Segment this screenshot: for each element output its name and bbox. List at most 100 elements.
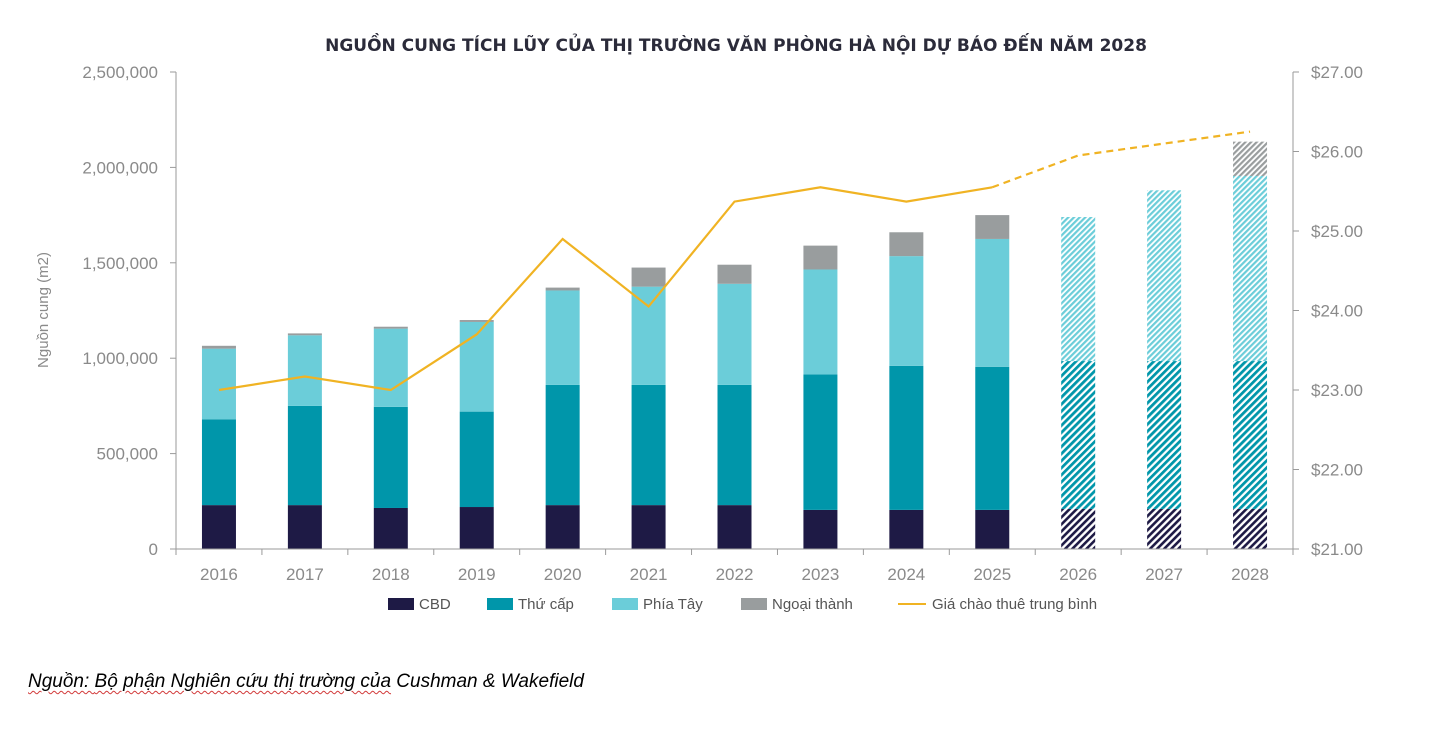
bar-phía-tây-2019 [459, 321, 494, 412]
x-tick-label: 2026 [1059, 565, 1097, 584]
bar-thứ-cấp-2023 [803, 374, 838, 510]
price-line-actual [218, 186, 993, 392]
y2-tick-label: $22.00 [1311, 461, 1363, 480]
legend-label: Ngoại thành [772, 596, 853, 613]
y-tick-label: 500,000 [97, 445, 158, 464]
legend-label: Giá chào thuê trung bình [932, 596, 1097, 613]
y2-tick-label: $26.00 [1311, 143, 1363, 162]
legend-swatch [487, 598, 513, 610]
x-tick-label: 2019 [458, 565, 496, 584]
bar-thứ-cấp-2024 [889, 365, 924, 510]
x-tick-label: 2020 [544, 565, 582, 584]
bar-thứ-cấp-2026 [1061, 361, 1096, 509]
source-prefix: Nguồn: [28, 671, 95, 692]
bar-thứ-cấp-2019 [459, 411, 494, 508]
bar-thứ-cấp-2018 [373, 406, 408, 508]
chart-title: NGUỒN CUNG TÍCH LŨY CỦA THỊ TRƯỜNG VĂN P… [325, 32, 1147, 56]
bar-ngoại-thành-2025 [975, 215, 1010, 239]
legend-label: Phía Tây [643, 596, 703, 613]
bar-cbd-2024 [889, 509, 924, 549]
y-tick-label: 0 [149, 540, 158, 559]
bar-ngoại-thành-2023 [803, 245, 838, 270]
bar-phía-tây-2028 [1233, 175, 1268, 362]
bar-phía-tây-2026 [1061, 217, 1096, 362]
bar-thứ-cấp-2016 [201, 419, 236, 506]
price-line [218, 130, 1251, 392]
bar-phía-tây-2024 [889, 256, 924, 366]
bar-cbd-2022 [717, 505, 752, 549]
bar-thứ-cấp-2022 [717, 384, 752, 506]
legend: CBD Thứ cấp Phía Tây Ngoại thành Giá chào th… [388, 596, 1097, 613]
bar-thứ-cấp-2021 [631, 384, 666, 506]
y-axis-label: Nguồn cung (m2) [35, 252, 52, 368]
x-tick-label: 2025 [973, 565, 1011, 584]
bar-phía-tây-2020 [545, 290, 580, 385]
y-axis-right: $21.00 $22.00 $23.00 $24.00 $25.00 $26.00 $27.… [1293, 63, 1363, 559]
source-note: Nguồn: Bộ phận Nghiên cứu thị trường của… [28, 671, 584, 693]
bar-cbd-2021 [631, 505, 666, 549]
bar-cbd-2027 [1147, 508, 1182, 549]
bar-thứ-cấp-2025 [975, 366, 1010, 510]
bar-cbd-2025 [975, 509, 1010, 549]
source-suffix: Cushman & Wakefield [391, 671, 584, 692]
x-tick-label: 2022 [716, 565, 754, 584]
bar-ngoại-thành-2017 [287, 333, 322, 336]
y-axis-left: 0 500,000 1,000,000 1,500,000 2,000,000 2,500… [82, 63, 176, 559]
bar-ngoại-thành-2019 [459, 320, 494, 322]
bar-phía-tây-2022 [717, 283, 752, 385]
bar-cbd-2026 [1061, 508, 1096, 549]
legend-swatch [741, 598, 767, 610]
legend-label: Thứ cấp [518, 596, 574, 613]
bar-ngoại-thành-2028 [1233, 141, 1268, 176]
bar-thứ-cấp-2028 [1233, 361, 1268, 509]
bar-cbd-2018 [373, 507, 408, 549]
x-tick-label: 2016 [200, 565, 238, 584]
bar-ngoại-thành-2021 [631, 267, 666, 287]
x-tick-label: 2018 [372, 565, 410, 584]
x-axis: 2016 2017 2018 2019 2020 2021 2022 2023 2024 2025… [175, 549, 1294, 584]
y-tick-label: 1,000,000 [82, 349, 158, 368]
x-tick-label: 2017 [286, 565, 324, 584]
y2-tick-label: $27.00 [1311, 63, 1363, 82]
y2-tick-label: $23.00 [1311, 381, 1363, 400]
x-tick-label: 2021 [630, 565, 668, 584]
bar-phía-tây-2021 [631, 286, 666, 385]
legend-swatch [612, 598, 638, 610]
bar-phía-tây-2023 [803, 269, 838, 375]
bar-ngoại-thành-2016 [201, 345, 236, 349]
x-tick-label: 2027 [1145, 565, 1183, 584]
bar-phía-tây-2027 [1147, 190, 1182, 362]
bars [201, 141, 1268, 549]
bar-cbd-2023 [803, 509, 838, 549]
bar-cbd-2020 [545, 505, 580, 549]
price-line-forecast [991, 130, 1251, 189]
bar-thứ-cấp-2020 [545, 384, 580, 506]
y-tick-label: 2,500,000 [82, 63, 158, 82]
bar-phía-tây-2016 [201, 348, 236, 420]
legend-label: CBD [419, 596, 451, 613]
x-tick-label: 2023 [802, 565, 840, 584]
source-underlined: Bộ phận Nghiên cứu thị trường của [94, 671, 392, 692]
bar-ngoại-thành-2022 [717, 264, 752, 284]
bar-ngoại-thành-2020 [545, 287, 580, 291]
y2-tick-label: $21.00 [1311, 540, 1363, 559]
bar-ngoại-thành-2018 [373, 326, 408, 329]
bar-ngoại-thành-2024 [889, 232, 924, 257]
x-tick-label: 2028 [1231, 565, 1269, 584]
y2-tick-label: $25.00 [1311, 222, 1363, 241]
bar-thứ-cấp-2027 [1147, 361, 1182, 509]
bar-cbd-2019 [459, 507, 494, 549]
bar-cbd-2028 [1233, 508, 1268, 549]
bar-thứ-cấp-2017 [287, 405, 322, 506]
y-tick-label: 1,500,000 [82, 254, 158, 273]
y2-tick-label: $24.00 [1311, 302, 1363, 321]
bar-cbd-2016 [201, 505, 236, 549]
x-tick-label: 2024 [887, 565, 925, 584]
bar-phía-tây-2018 [373, 328, 408, 407]
y-tick-label: 2,000,000 [82, 158, 158, 177]
bar-phía-tây-2017 [287, 335, 322, 406]
bar-phía-tây-2025 [975, 238, 1010, 367]
legend-swatch [388, 598, 414, 610]
bar-cbd-2017 [287, 505, 322, 549]
